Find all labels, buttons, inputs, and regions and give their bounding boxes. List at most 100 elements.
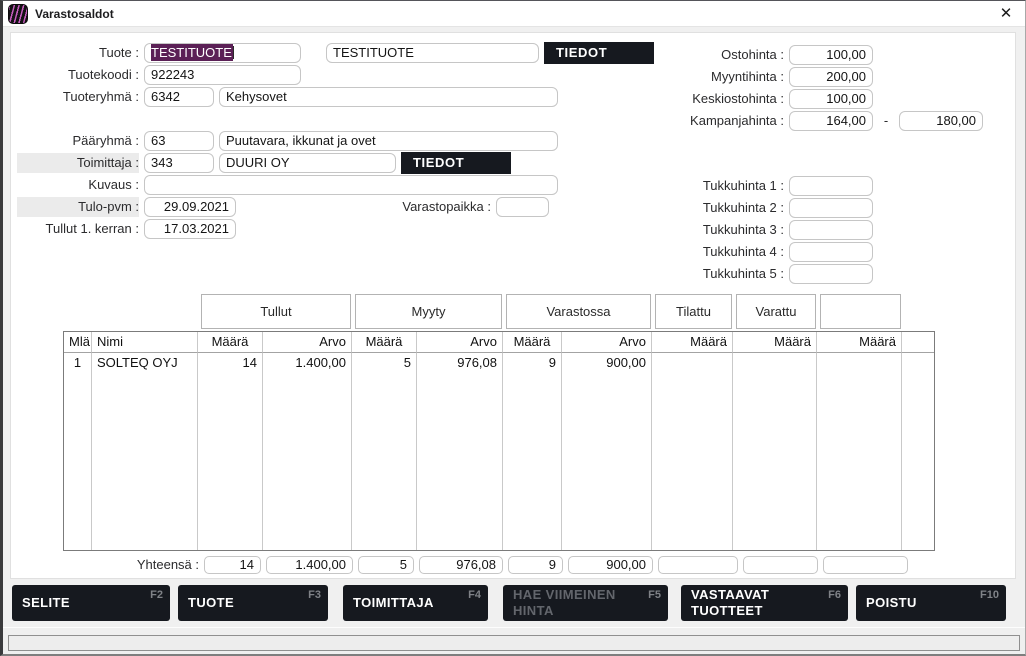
col-header-myyty-arvo: Arvo: [417, 332, 503, 353]
table-row-cell-tullut-arvo[interactable]: 1.400,00: [263, 353, 352, 373]
col-header-tullut-maara: Määrä: [198, 332, 263, 353]
ostohinta-field[interactable]: 100,00: [789, 45, 873, 65]
tuote-name-field[interactable]: TESTITUOTE: [326, 43, 539, 63]
total-tullut-arvo: 1.400,00: [266, 556, 353, 574]
tukkuhinta-4-field[interactable]: [789, 242, 873, 262]
tukkuhinta-2-label: Tukkuhinta 2 :: [702, 200, 784, 215]
poistu-button[interactable]: POISTU F10: [856, 585, 1006, 621]
col-header-blank: [902, 332, 934, 353]
tuoteryhma-label: Tuoteryhmä :: [62, 89, 139, 104]
total-varastossa-maara: 9: [508, 556, 563, 574]
table-filler: [92, 373, 198, 550]
table-filler: [417, 373, 503, 550]
col-header-mla: Mlä: [64, 332, 92, 353]
keskiostohinta-field[interactable]: 100,00: [789, 89, 873, 109]
table-filler: [503, 373, 562, 550]
fkey-badge: F4: [468, 589, 481, 601]
tullut-1-kerran-input[interactable]: 17.03.2021: [144, 219, 236, 239]
tukkuhinta-5-field[interactable]: [789, 264, 873, 284]
table-row-cell-varastossa-maara[interactable]: 9: [503, 353, 562, 373]
tullut-1-kerran-label: Tullut 1. kerran :: [45, 221, 139, 236]
total-extra-maara: [823, 556, 908, 574]
window-title: Varastosaldot: [35, 7, 114, 21]
varastopaikka-label: Varastopaikka :: [402, 199, 491, 214]
col-header-varastossa-arvo: Arvo: [562, 332, 652, 353]
status-message-box: [8, 635, 1020, 651]
table-row-cell-nimi[interactable]: SOLTEQ OYJ: [92, 353, 198, 373]
tuoteryhma-name-field[interactable]: Kehysovet: [219, 87, 558, 107]
ostohinta-label: Ostohinta :: [721, 47, 784, 62]
tuoteryhma-code-input[interactable]: 6342: [144, 87, 214, 107]
table-row-cell-mla[interactable]: 1: [64, 353, 92, 373]
table-filler: [652, 373, 733, 550]
tukkuhinta-1-field[interactable]: [789, 176, 873, 196]
tuotekoodi-input[interactable]: 922243: [144, 65, 301, 85]
selected-text: TESTITUOTE: [151, 44, 233, 61]
toimittaja-tiedot-button[interactable]: TIEDOT: [401, 152, 511, 174]
paaryhma-code-input[interactable]: 63: [144, 131, 214, 151]
table-row-cell-extra-maara[interactable]: [817, 353, 902, 373]
tuote-button[interactable]: TUOTE F3: [178, 585, 328, 621]
tulo-pvm-input[interactable]: 29.09.2021: [144, 197, 236, 217]
table-filler: [733, 373, 817, 550]
tukkuhinta-3-field[interactable]: [789, 220, 873, 240]
toimittaja-code-input[interactable]: 343: [144, 153, 214, 173]
group-header-empty: [820, 294, 901, 329]
toimittaja-label: Toimittaja :: [17, 153, 139, 173]
table-row-cell-tilattu-maara[interactable]: [652, 353, 733, 373]
kampanjahinta-label: Kampanjahinta :: [690, 113, 784, 128]
tuote-label: Tuote :: [99, 45, 139, 60]
selite-button[interactable]: SELITE F2: [12, 585, 170, 621]
toimittaja-button[interactable]: TOIMITTAJA F4: [343, 585, 488, 621]
group-header-tullut: Tullut: [201, 294, 351, 329]
table-row-cell-blank: [902, 353, 934, 373]
kampanjahinta-from-field[interactable]: 164,00: [789, 111, 873, 131]
total-tilattu-maara: [658, 556, 738, 574]
col-header-tullut-arvo: Arvo: [263, 332, 352, 353]
title-bar: Varastosaldot ✕: [3, 1, 1025, 27]
tukkuhinta-2-field[interactable]: [789, 198, 873, 218]
kampanjahinta-to-field[interactable]: 180,00: [899, 111, 983, 131]
table-row-cell-myyty-maara[interactable]: 5: [352, 353, 417, 373]
tulo-pvm-label: Tulo-pvm :: [17, 197, 139, 217]
fkey-badge: F5: [648, 589, 661, 601]
status-bar: [3, 627, 1025, 654]
table-filler: [902, 373, 934, 550]
col-header-varattu-maara: Määrä: [733, 332, 817, 353]
group-header-tilattu: Tilattu: [655, 294, 732, 329]
table-row-cell-varastossa-arvo[interactable]: 900,00: [562, 353, 652, 373]
saldo-table: Mlä Nimi Määrä Arvo Määrä Arvo Määrä Arv…: [63, 331, 935, 551]
kampanjahinta-separator: -: [883, 113, 889, 128]
myyntihinta-field[interactable]: 200,00: [789, 67, 873, 87]
group-header-varastossa: Varastossa: [506, 294, 651, 329]
app-logo-icon: [8, 4, 28, 24]
tuote-input[interactable]: TESTITUOTE: [144, 43, 301, 63]
col-header-varastossa-maara: Määrä: [503, 332, 562, 353]
table-row-cell-varattu-maara[interactable]: [733, 353, 817, 373]
tuote-tiedot-button[interactable]: TIEDOT: [544, 42, 654, 64]
tukkuhinta-5-label: Tukkuhinta 5 :: [702, 266, 784, 281]
table-row-cell-myyty-arvo[interactable]: 976,08: [417, 353, 503, 373]
tukkuhinta-3-label: Tukkuhinta 3 :: [702, 222, 784, 237]
total-myyty-maara: 5: [358, 556, 414, 574]
table-filler: [352, 373, 417, 550]
kuvaus-input[interactable]: [144, 175, 558, 195]
fkey-badge: F2: [150, 589, 163, 601]
group-header-myyty: Myyty: [355, 294, 502, 329]
close-icon[interactable]: ✕: [999, 5, 1013, 22]
varastopaikka-input[interactable]: [496, 197, 549, 217]
hae-viimeinen-hinta-button: HAE VIIMEINEN HINTA F5: [503, 585, 668, 621]
col-header-nimi: Nimi: [92, 332, 198, 353]
yhteensa-label: Yhteensä :: [136, 557, 199, 572]
tukkuhinta-1-label: Tukkuhinta 1 :: [702, 178, 784, 193]
toimittaja-name-field[interactable]: DUURI OY: [219, 153, 396, 173]
vastaavat-tuotteet-button[interactable]: VASTAAVAT TUOTTEET F6: [681, 585, 848, 621]
table-filler: [263, 373, 352, 550]
group-header-varattu: Varattu: [736, 294, 816, 329]
text-caret: [232, 46, 234, 59]
tuotekoodi-label: Tuotekoodi :: [67, 67, 139, 82]
table-row-cell-tullut-maara[interactable]: 14: [198, 353, 263, 373]
col-header-myyty-maara: Määrä: [352, 332, 417, 353]
paaryhma-name-field[interactable]: Puutavara, ikkunat ja ovet: [219, 131, 558, 151]
total-varattu-maara: [743, 556, 818, 574]
